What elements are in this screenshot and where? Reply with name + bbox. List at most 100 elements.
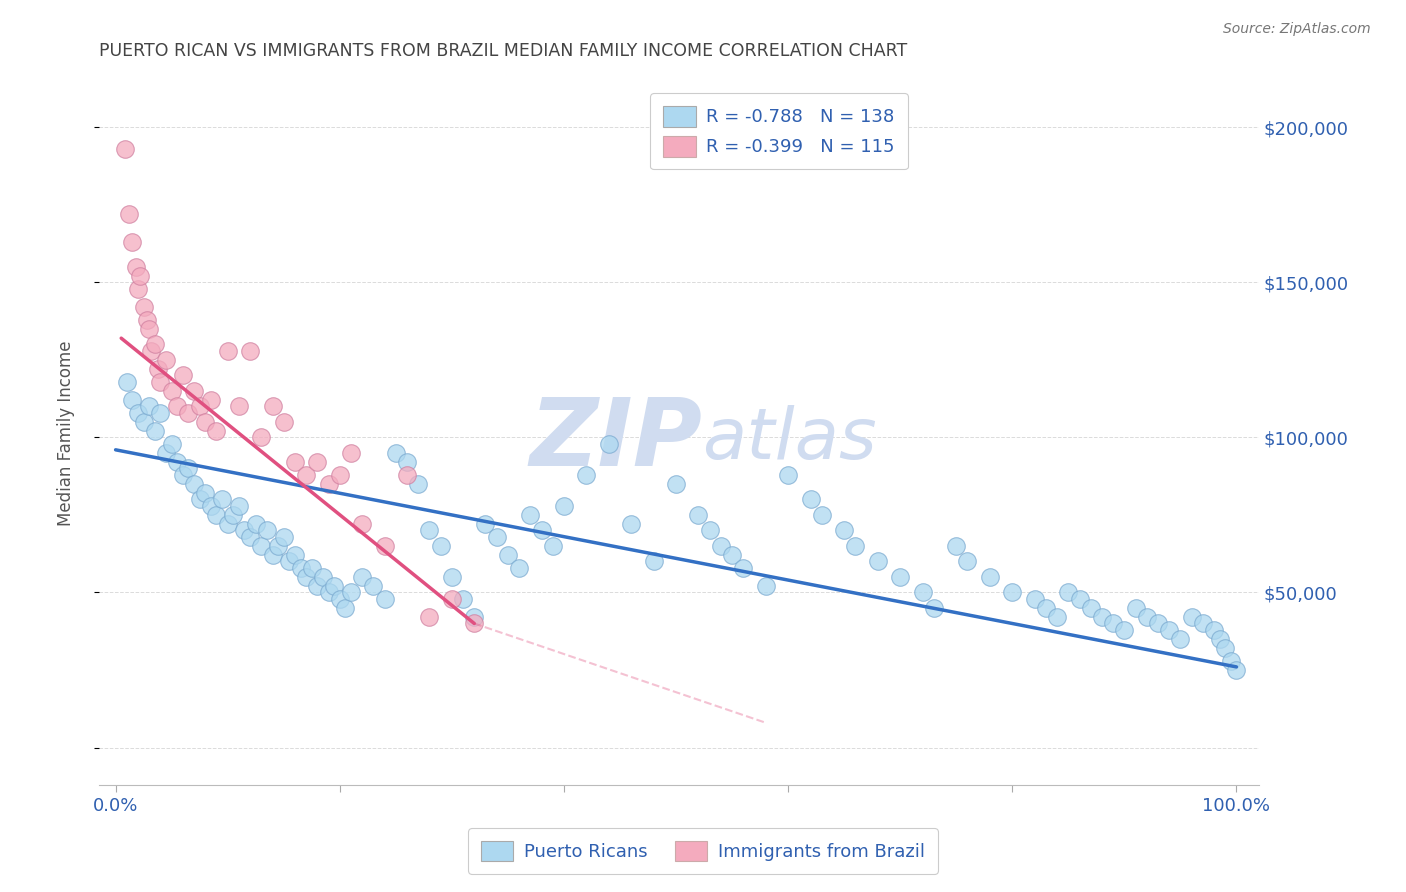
- Point: [143, 424, 166, 438]
- Point: [519, 508, 541, 522]
- Point: [194, 415, 217, 429]
- Point: [121, 393, 143, 408]
- Point: [188, 492, 211, 507]
- Point: [733, 560, 755, 574]
- Point: [866, 554, 889, 568]
- Point: [395, 467, 418, 482]
- Point: [273, 530, 295, 544]
- Point: [166, 455, 188, 469]
- Point: [329, 467, 352, 482]
- Point: [323, 579, 346, 593]
- Point: [211, 492, 233, 507]
- Point: [418, 524, 440, 538]
- Point: [508, 560, 530, 574]
- Point: [1208, 632, 1230, 646]
- Text: atlas: atlas: [702, 405, 876, 475]
- Point: [1202, 623, 1225, 637]
- Point: [463, 616, 485, 631]
- Point: [553, 499, 575, 513]
- Point: [166, 400, 188, 414]
- Point: [1057, 585, 1080, 599]
- Point: [118, 207, 141, 221]
- Point: [141, 343, 163, 358]
- Point: [200, 393, 222, 408]
- Text: PUERTO RICAN VS IMMIGRANTS FROM BRAZIL MEDIAN FAMILY INCOME CORRELATION CHART: PUERTO RICAN VS IMMIGRANTS FROM BRAZIL M…: [98, 42, 907, 60]
- Point: [295, 570, 318, 584]
- Point: [262, 548, 284, 562]
- Point: [329, 591, 352, 606]
- Point: [194, 486, 217, 500]
- Point: [1114, 623, 1136, 637]
- Point: [1147, 616, 1170, 631]
- Point: [160, 384, 183, 398]
- Point: [620, 517, 643, 532]
- Point: [301, 560, 323, 574]
- Point: [1091, 610, 1114, 624]
- Point: [340, 585, 363, 599]
- Point: [228, 499, 250, 513]
- Legend: R = -0.788   N = 138, R = -0.399   N = 115: R = -0.788 N = 138, R = -0.399 N = 115: [651, 94, 908, 169]
- Point: [284, 455, 307, 469]
- Point: [1136, 610, 1159, 624]
- Point: [451, 591, 474, 606]
- Point: [530, 524, 553, 538]
- Point: [160, 436, 183, 450]
- Point: [205, 424, 228, 438]
- Point: [228, 400, 250, 414]
- Text: ZIP: ZIP: [529, 393, 702, 486]
- Point: [239, 343, 262, 358]
- Point: [149, 375, 172, 389]
- Point: [335, 601, 357, 615]
- Point: [598, 436, 620, 450]
- Point: [374, 591, 396, 606]
- Point: [979, 570, 1001, 584]
- Point: [129, 269, 152, 284]
- Point: [114, 142, 136, 156]
- Point: [132, 300, 155, 314]
- Point: [440, 570, 463, 584]
- Point: [575, 467, 598, 482]
- Point: [541, 539, 564, 553]
- Point: [188, 400, 211, 414]
- Point: [778, 467, 800, 482]
- Point: [721, 548, 744, 562]
- Point: [318, 585, 340, 599]
- Point: [172, 467, 194, 482]
- Point: [956, 554, 979, 568]
- Point: [1069, 591, 1091, 606]
- Point: [363, 579, 385, 593]
- Point: [485, 530, 508, 544]
- Point: [267, 539, 290, 553]
- Point: [205, 508, 228, 522]
- Point: [132, 415, 155, 429]
- Point: [429, 539, 451, 553]
- Point: [233, 524, 256, 538]
- Point: [155, 446, 177, 460]
- Point: [172, 368, 194, 383]
- Point: [440, 591, 463, 606]
- Point: [115, 375, 138, 389]
- Point: [395, 455, 418, 469]
- Point: [222, 508, 245, 522]
- Point: [665, 477, 688, 491]
- Point: [295, 467, 318, 482]
- Point: [262, 400, 284, 414]
- Point: [1080, 601, 1102, 615]
- Point: [945, 539, 967, 553]
- Point: [1102, 616, 1125, 631]
- Point: [177, 461, 200, 475]
- Point: [385, 446, 408, 460]
- Point: [217, 517, 239, 532]
- Point: [810, 508, 832, 522]
- Point: [149, 406, 172, 420]
- Y-axis label: Median Family Income: Median Family Income: [58, 340, 75, 525]
- Point: [1159, 623, 1181, 637]
- Point: [418, 610, 440, 624]
- Point: [643, 554, 665, 568]
- Point: [911, 585, 934, 599]
- Point: [496, 548, 519, 562]
- Point: [1191, 616, 1213, 631]
- Point: [138, 400, 160, 414]
- Legend: Puerto Ricans, Immigrants from Brazil: Puerto Ricans, Immigrants from Brazil: [468, 828, 938, 874]
- Point: [474, 517, 496, 532]
